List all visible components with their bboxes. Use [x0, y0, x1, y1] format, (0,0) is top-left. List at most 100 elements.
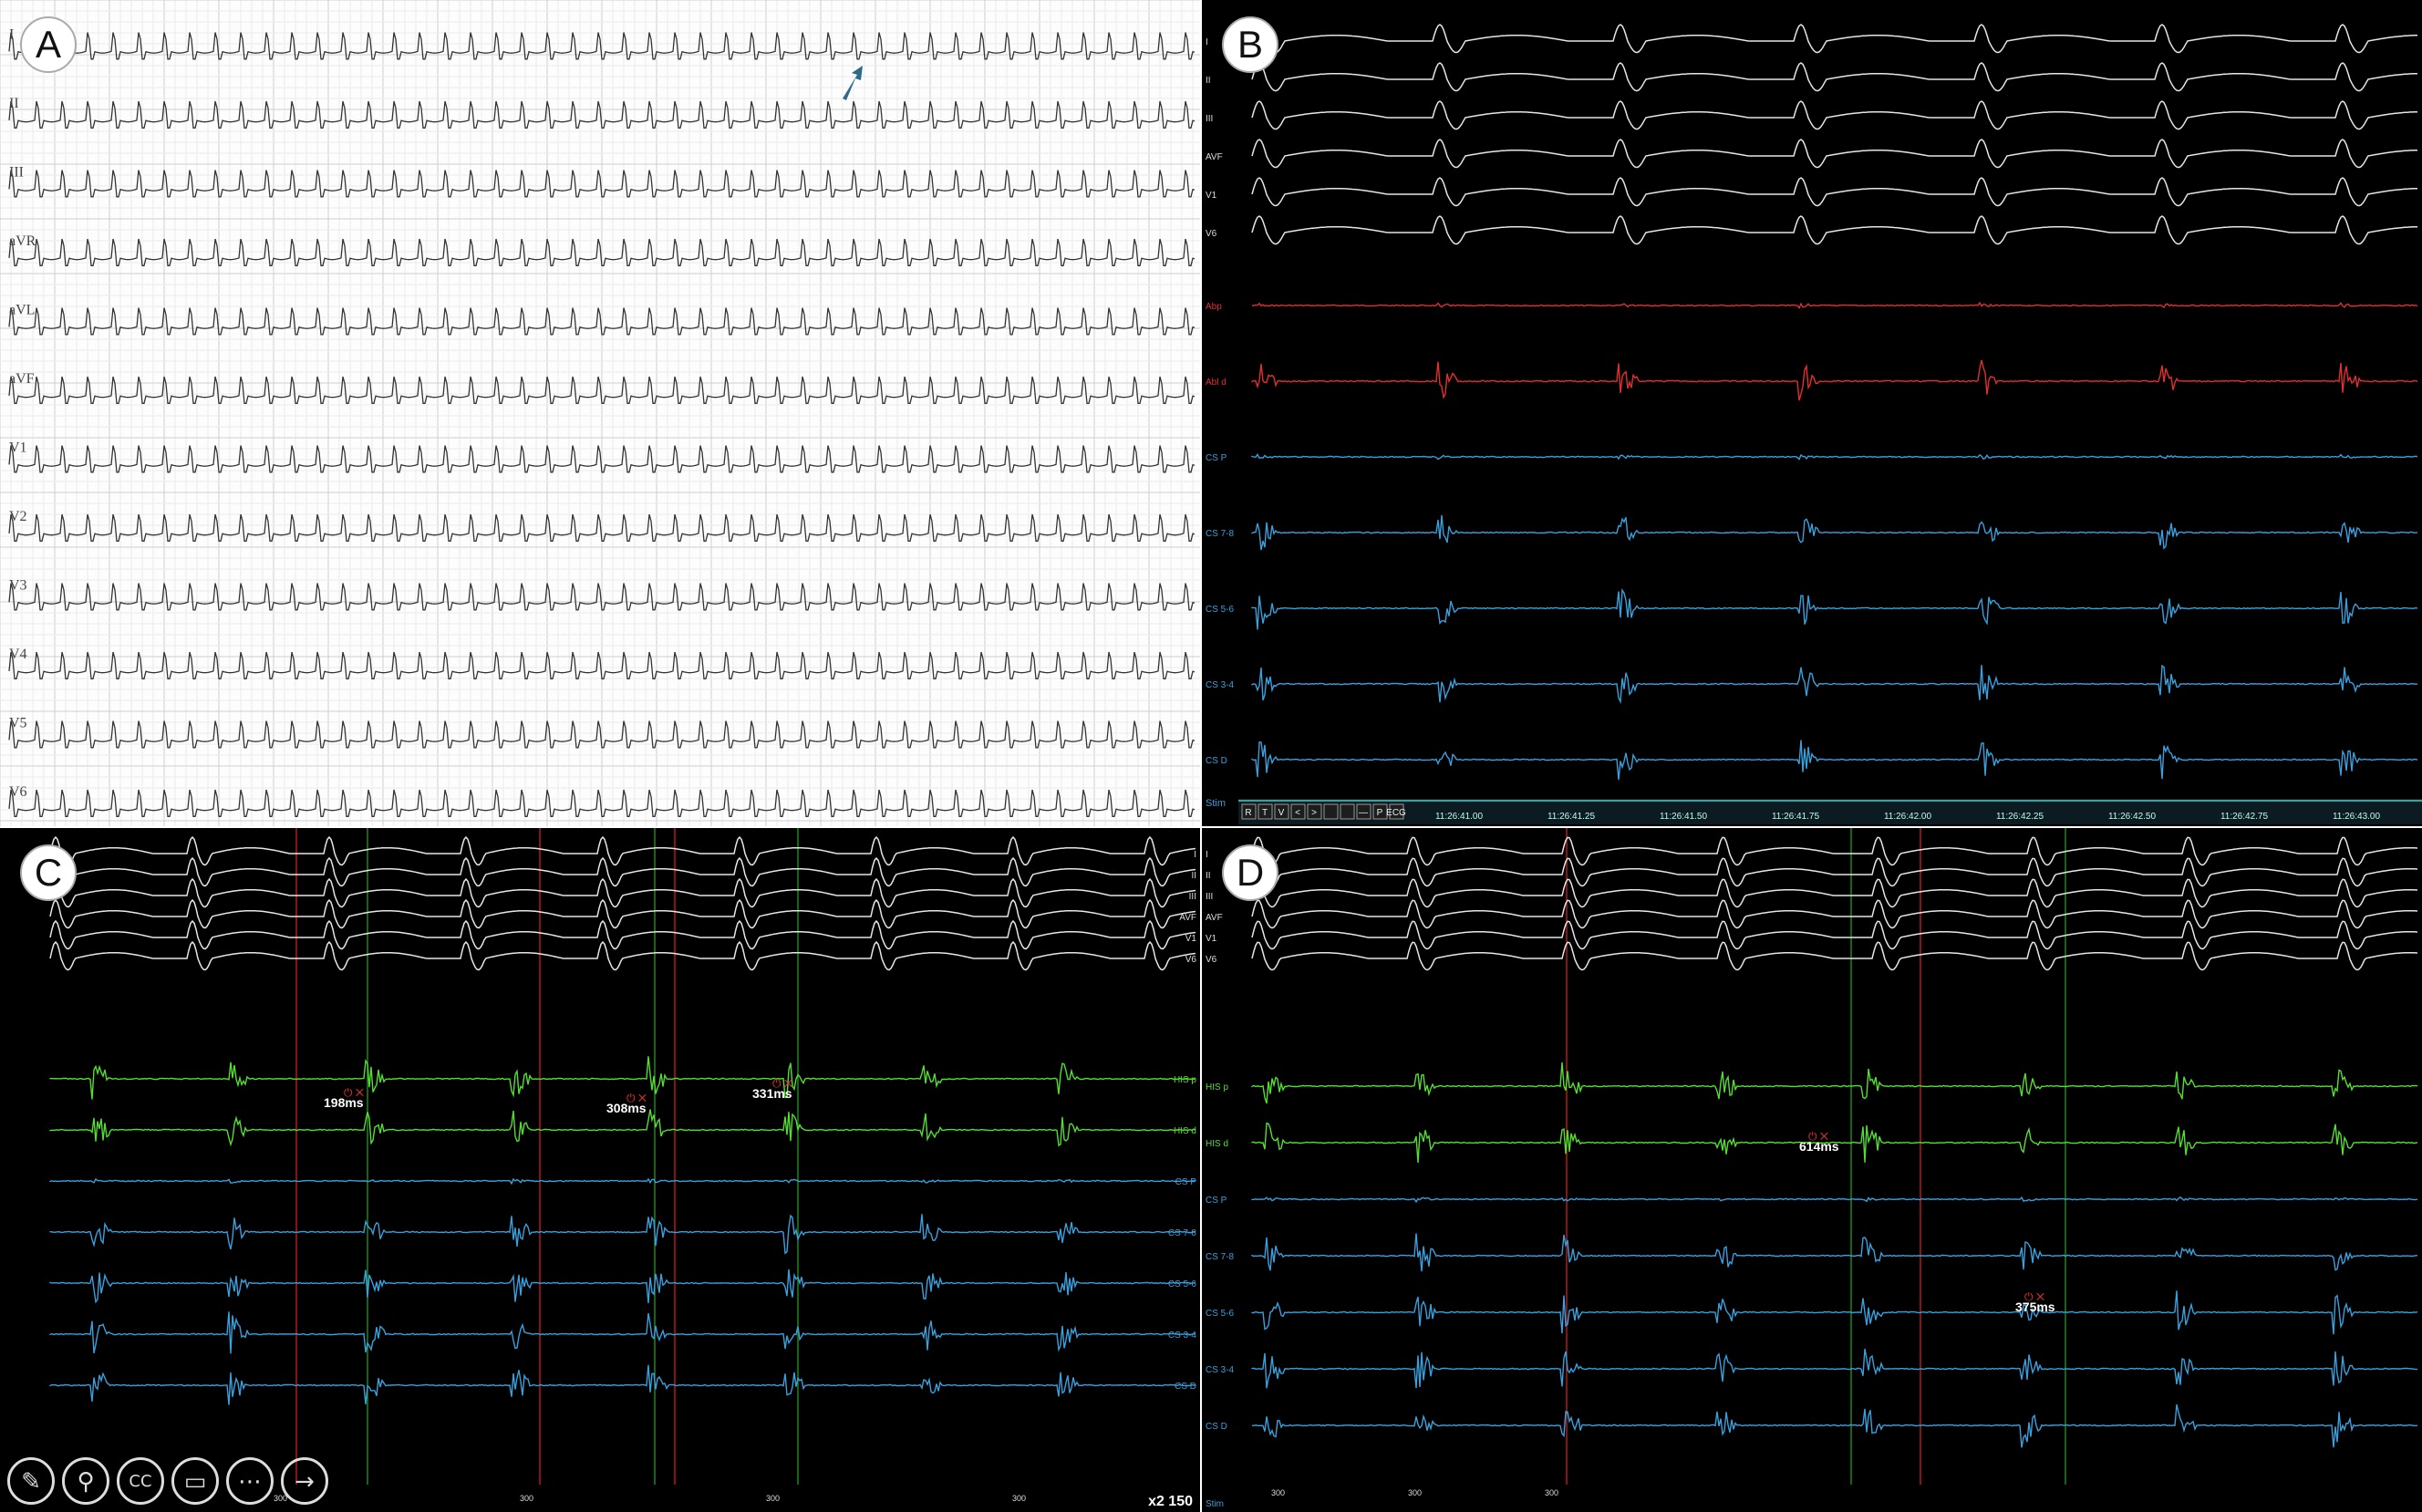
channel-tracing	[1251, 514, 2418, 551]
toolbar-button-label: P	[1377, 808, 1383, 818]
time-tick-label: 11:26:42.50	[2108, 812, 2157, 822]
surface-lead-label: V1	[1206, 934, 1217, 944]
channel-label: CS 3-4	[1206, 1365, 1235, 1375]
panel-c-ep-recording: I II III AVF V1 V6 HIS p HIS d CS P CS 7-8 CS 5-6 C…	[0, 828, 1200, 1512]
recording-background	[1202, 0, 2422, 826]
recording-background	[0, 828, 1200, 1512]
channel-label: CS 7-8	[1168, 1228, 1197, 1238]
panel-b-label: B	[1222, 16, 1278, 73]
interval-measurement: 331ms	[752, 1086, 792, 1101]
next-icon[interactable]: →	[281, 1457, 328, 1505]
time-tick-label: 11:26:43.00	[2333, 812, 2381, 822]
channel-label: HIS p	[1206, 1082, 1228, 1093]
time-tick-label: 11:26:41.50	[1660, 812, 1708, 822]
surface-lead-I-tracing	[49, 835, 1196, 866]
stim-value: 300	[766, 1494, 780, 1503]
channel-tracing	[1251, 453, 2417, 461]
viewer-toolbar: ✎ ⚲ CC ▭ ⋯ →	[7, 1457, 328, 1505]
channel-label: CS D	[1206, 756, 1227, 766]
arrow-marker-icon	[843, 66, 863, 100]
caliper-lock-icon: ⏻ ✕	[626, 1092, 647, 1104]
caliper-lock-icon: ⏻ ✕	[1808, 1130, 1828, 1143]
channel-label: Abp	[1206, 302, 1222, 312]
channel-label: CS 5-6	[1206, 1309, 1235, 1319]
lead-label: aVR	[9, 233, 36, 249]
channel-tracing	[1251, 740, 2418, 781]
video-off-icon[interactable]: ▭	[171, 1457, 219, 1505]
toolbar-button-label: R	[1245, 808, 1251, 818]
channel-tracing	[1251, 588, 2418, 630]
stim-value: 300	[1545, 1488, 1558, 1497]
toolbar-button-label: V	[1278, 808, 1285, 818]
channel-label: CS 3-4	[1168, 1331, 1197, 1341]
interval-measurement: 375ms	[2015, 1300, 2055, 1314]
surface-lead-label: I	[1206, 850, 1208, 860]
toolbar-button-label: T	[1262, 808, 1268, 818]
stim-value: 300	[1408, 1488, 1422, 1497]
channel-tracing	[1251, 1403, 2418, 1448]
surface-lead-label: AVF	[1206, 152, 1223, 162]
lead-label: V4	[9, 647, 27, 662]
surface-lead-label: V6	[1206, 955, 1217, 965]
lead-III-tracing	[8, 170, 1195, 198]
closed-captions-icon[interactable]: CC	[117, 1457, 164, 1505]
channel-label: CS D	[1206, 1422, 1227, 1432]
channel-label: HIS p	[1174, 1075, 1196, 1085]
recording-background	[1202, 828, 2422, 1512]
panel-c-label: C	[20, 844, 77, 901]
surface-lead-V1-tracing	[1251, 177, 2417, 207]
stim-value: 300	[1012, 1494, 1026, 1503]
surface-lead-II-tracing	[49, 856, 1196, 887]
channel-tracing	[49, 1177, 1196, 1186]
channel-tracing	[1251, 1062, 2418, 1104]
channel-label: CS 7-8	[1206, 1252, 1235, 1262]
time-tick-label: 11:26:41.75	[1772, 812, 1820, 822]
surface-lead-label: II	[1206, 76, 1211, 86]
stim-value: 300	[520, 1494, 533, 1503]
channel-label: CS 5-6	[1206, 605, 1235, 615]
time-tick-label: 11:26:41.00	[1435, 812, 1484, 822]
channel-label: CS D	[1175, 1382, 1196, 1392]
stim-label: Stim	[1206, 798, 1226, 809]
surface-lead-label: V1	[1206, 191, 1217, 201]
surface-lead-II-tracing	[1251, 62, 2417, 92]
surface-lead-V6-tracing	[49, 940, 1196, 971]
pencil-icon[interactable]: ✎	[7, 1457, 55, 1505]
channel-tracing	[1251, 1290, 2418, 1335]
channel-tracing	[49, 1109, 1196, 1147]
caliper-lock-icon: ⏻ ✕	[2024, 1290, 2044, 1303]
caliper-lock-icon: ⏻ ✕	[772, 1077, 792, 1090]
surface-lead-label: AVF	[1179, 913, 1196, 923]
surface-lead-label: III	[1189, 892, 1196, 902]
channel-tracing	[49, 1311, 1196, 1354]
lead-label: V6	[9, 784, 27, 800]
toolbar-button	[1241, 803, 1257, 820]
lead-label: V2	[9, 509, 27, 524]
surface-lead-label: I	[1194, 850, 1196, 860]
lead-label: V5	[9, 715, 27, 730]
channel-label: HIS d	[1174, 1126, 1196, 1136]
lead-aVR-tracing	[8, 238, 1195, 266]
more-icon[interactable]: ⋯	[226, 1457, 274, 1505]
surface-lead-label: I	[1206, 37, 1208, 47]
channel-label: HIS d	[1206, 1139, 1228, 1149]
interval-measurement: 308ms	[606, 1101, 647, 1115]
lead-label: II	[9, 96, 19, 111]
surface-lead-label: III	[1206, 114, 1213, 124]
surface-lead-AVF-tracing	[1251, 139, 2417, 169]
channel-label: Abl d	[1206, 378, 1227, 388]
magnifier-icon[interactable]: ⚲	[62, 1457, 109, 1505]
lead-aVF-tracing	[8, 376, 1195, 404]
lead-V5-tracing	[8, 720, 1195, 749]
surface-lead-label: II	[1206, 871, 1211, 881]
lead-label: I	[9, 26, 14, 42]
channel-tracing	[1251, 1196, 2418, 1204]
panel-b-ep-recording: I II III AVF V1 V6 Abp Abl d CS P CS 7-8 CS 5-6 CS …	[1202, 0, 2422, 826]
surface-lead-label: AVF	[1206, 913, 1223, 923]
panel-a-paper-ecg: I II III aVR aVL aVF V1 V2 V3 V4 V5 V6 A	[0, 0, 1200, 826]
time-tick-label: 11:26:41.25	[1547, 812, 1596, 822]
interval-measurement: 614ms	[1799, 1139, 1839, 1154]
lead-V2-tracing	[8, 513, 1195, 542]
channel-tracing	[49, 1056, 1196, 1100]
